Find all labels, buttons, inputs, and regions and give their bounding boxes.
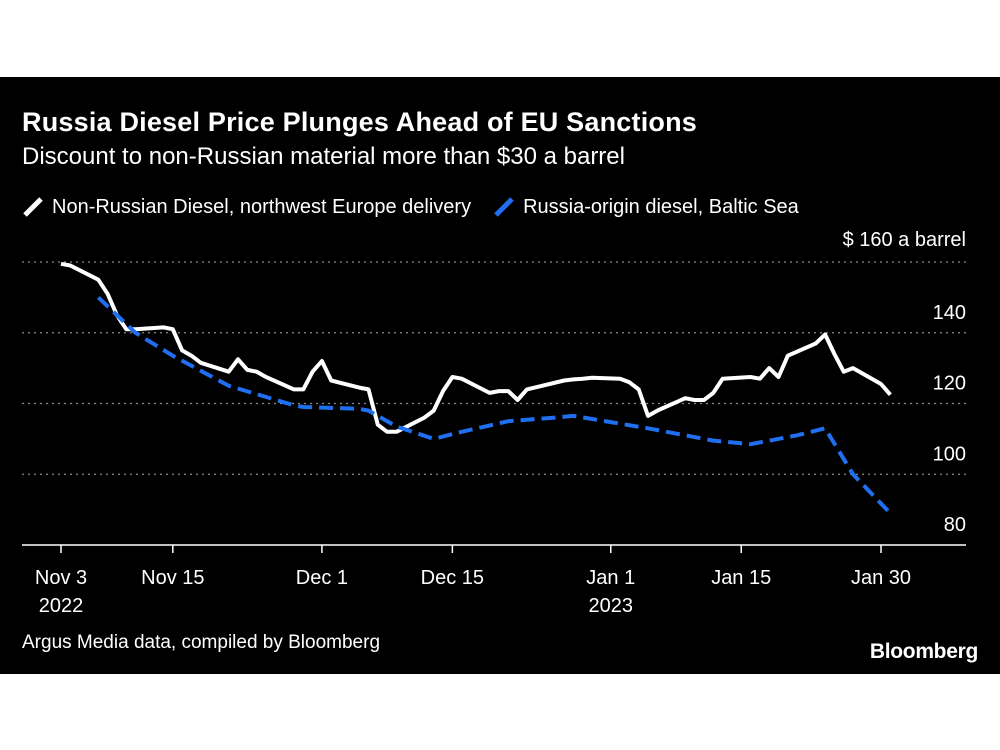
legend-label-non-russian: Non-Russian Diesel, northwest Europe del… (52, 195, 472, 218)
x-axis: Nov 3 2022 Nov 15 Dec 1 Dec 15 Jan 1 2023 Jan 1… (22, 544, 966, 617)
x-tick-label: Dec 15 (421, 567, 484, 589)
legend-item-non-russian: Non-Russian Diesel, northwest Europe del… (22, 195, 471, 219)
series-layer (60, 261, 892, 515)
legend-swatch-solid-line (23, 197, 43, 217)
bloomberg-logo: Bloomberg (869, 640, 978, 663)
series-line-russia-origin (96, 295, 892, 515)
x-tick-label: Jan 1 (586, 567, 635, 589)
x-tick-label: Dec 1 (296, 567, 348, 589)
x-tick-label: Nov 15 (141, 567, 204, 589)
y-tick-label: 80 (944, 514, 966, 536)
y-axis-ticks: 80 100 120 140 (933, 302, 966, 536)
x-tick-sublabel: 2022 (39, 595, 84, 617)
y-tick-label: 120 (933, 373, 966, 395)
series-line-non-russian (60, 261, 892, 434)
x-tick-label: Nov 3 (35, 567, 87, 589)
grid-layer (22, 261, 966, 475)
y-tick-label: 140 (933, 302, 966, 324)
legend-swatch-dashed-line (494, 197, 514, 217)
chart-legend: Non-Russian Diesel, northwest Europe del… (22, 193, 821, 221)
source-note: Argus Media data, compiled by Bloomberg (22, 632, 381, 653)
y-axis-unit-label: $ 160 a barrel (843, 229, 966, 251)
legend-item-russia-origin: Russia-origin diesel, Baltic Sea (493, 195, 799, 219)
chart-title: Russia Diesel Price Plunges Ahead of EU … (22, 107, 698, 137)
x-tick-label: Jan 30 (851, 567, 911, 589)
x-tick-sublabel: 2023 (589, 595, 634, 617)
x-tick-label: Jan 15 (711, 567, 771, 589)
chart-card: Russia Diesel Price Plunges Ahead of EU … (0, 77, 1000, 674)
legend-label-russia-origin: Russia-origin diesel, Baltic Sea (523, 195, 799, 218)
y-tick-label: 100 (933, 443, 966, 465)
chart-subtitle: Discount to non-Russian material more th… (22, 143, 625, 170)
